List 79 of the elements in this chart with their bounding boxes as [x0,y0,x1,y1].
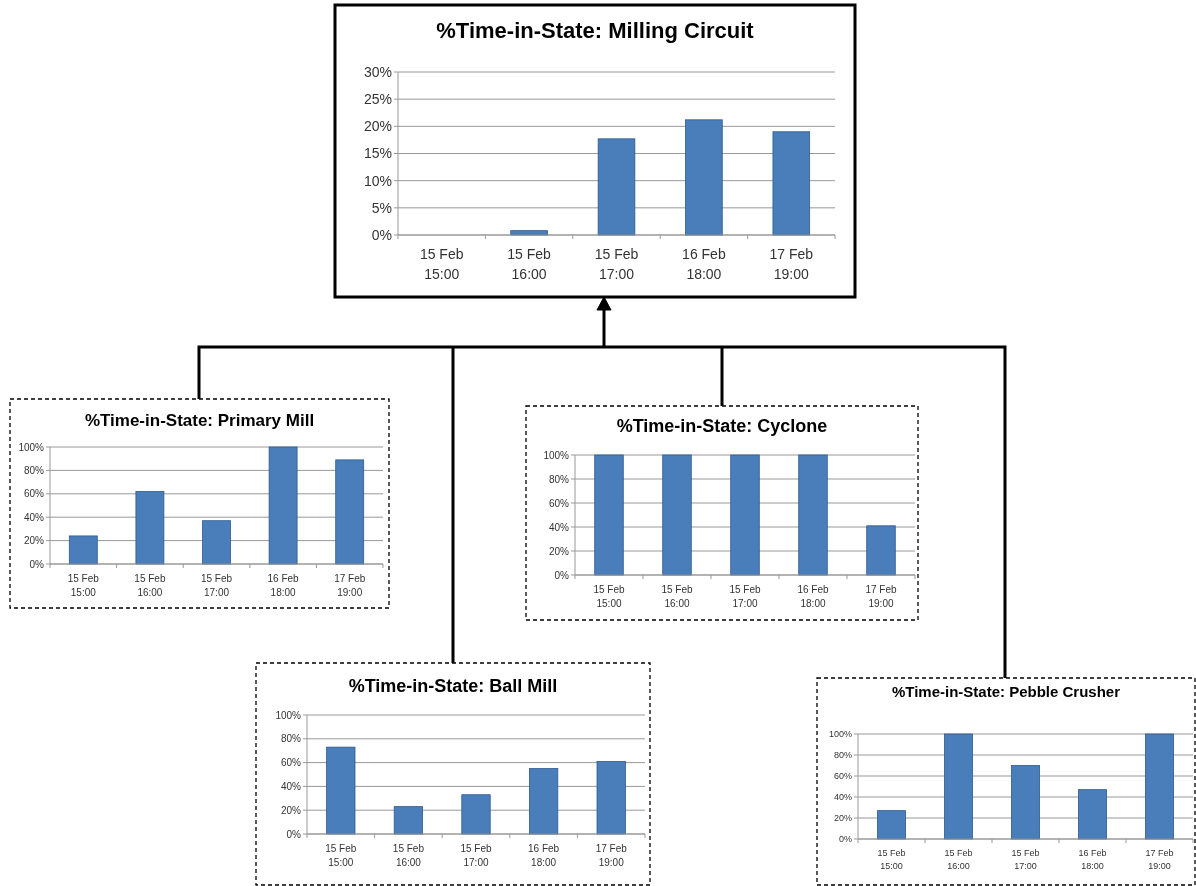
y-tick-label: 0% [29,558,45,570]
y-tick-label: 0% [554,569,570,581]
x-tick-label: 15 Feb 17:00 [1011,848,1040,871]
y-tick-label: 100% [275,709,302,721]
bar [268,446,298,565]
x-tick-label: 15 Feb 17:00 [460,843,492,868]
x-tick-label: 17 Feb 19:00 [769,246,814,282]
x-tick-label: 16 Feb 18:00 [682,246,726,282]
chart-title: %Time-in-State: Primary Mill [84,411,315,430]
y-tick-label: 80% [833,750,852,761]
x-tick-label: 16 Feb 18:00 [267,573,300,598]
bar [326,746,356,835]
x-tick-label: 15 Feb 16:00 [944,848,973,871]
y-tick-label: 80% [548,473,570,485]
bar [202,520,231,565]
y-tick-label: 20% [23,535,45,547]
y-tick-label: 100% [828,729,852,740]
bar [529,768,559,835]
x-tick-label: 16 Feb 18:00 [797,584,829,609]
y-tick-label: 20% [280,804,302,816]
bar [135,491,165,565]
y-tick-label: 60% [23,488,45,500]
bar [335,459,365,565]
y-tick-label: 25% [363,91,392,108]
bar [772,131,811,236]
x-tick-label: 15 Feb 17:00 [729,584,761,609]
chart-title: %Time-in-State: Pebble Crusher [891,683,1121,700]
y-tick-label: 0% [286,828,302,840]
y-tick-label: 5% [371,199,392,216]
x-tick-label: 15 Feb 15:00 [67,573,100,598]
x-tick-label: 16 Feb 18:00 [1078,848,1107,871]
x-tick-label: 15 Feb 15:00 [325,843,357,868]
bar [596,761,626,835]
x-tick-label: 16 Feb 18:00 [528,843,560,868]
bar [1145,733,1174,840]
bar [877,810,906,840]
y-tick-label: 40% [833,792,852,803]
bar [461,794,491,835]
y-tick-label: 20% [548,545,570,557]
y-tick-label: 0% [838,834,852,845]
y-tick-label: 20% [833,813,852,824]
y-tick-label: 20% [363,118,392,135]
x-tick-label: 15 Feb 16:00 [134,573,166,598]
bar [597,138,636,236]
chart-title: %Time-in-State: Milling Circuit [436,18,755,43]
y-tick-label: 10% [363,172,392,189]
y-tick-label: 40% [23,511,45,523]
x-tick-label: 15 Feb 16:00 [507,246,552,282]
x-tick-label: 15 Feb 16:00 [661,584,693,609]
y-tick-label: 30% [363,63,392,80]
x-tick-label: 15 Feb 17:00 [594,246,639,282]
x-tick-label: 17 Feb 19:00 [1145,848,1174,871]
y-tick-label: 40% [548,521,570,533]
bar [1078,789,1107,840]
x-tick-label: 15 Feb 17:00 [200,573,233,598]
y-tick-label: 60% [548,497,570,509]
x-tick-label: 17 Feb 19:00 [595,843,628,868]
chart-title: %Time-in-State: Ball Mill [348,676,558,696]
x-tick-label: 15 Feb 15:00 [419,246,464,282]
y-tick-label: 15% [363,145,392,162]
x-tick-label: 17 Feb 19:00 [865,584,897,609]
bar [393,806,423,835]
y-tick-label: 100% [543,449,570,461]
bar [685,119,723,236]
bar [68,535,98,565]
y-tick-label: 80% [280,733,302,745]
y-tick-label: 80% [23,464,45,476]
y-tick-label: 0% [371,226,392,243]
bar [944,733,973,840]
bar [1011,765,1040,840]
x-tick-label: 17 Feb 19:00 [334,573,366,598]
x-tick-label: 15 Feb 16:00 [392,843,425,868]
y-tick-label: 60% [280,757,302,769]
y-tick-label: 60% [833,771,852,782]
x-tick-label: 15 Feb 15:00 [877,848,906,871]
y-tick-label: 100% [18,441,45,453]
chart-title: %Time-in-State: Cyclone [616,416,828,436]
y-tick-label: 40% [280,780,302,792]
x-tick-label: 15 Feb 15:00 [593,584,625,609]
